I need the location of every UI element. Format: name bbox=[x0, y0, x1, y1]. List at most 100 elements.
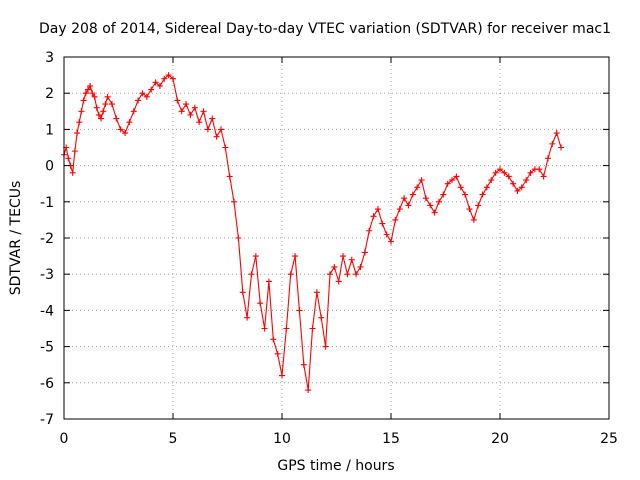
data-point bbox=[244, 314, 251, 321]
data-point bbox=[231, 198, 238, 205]
data-point bbox=[78, 108, 85, 115]
data-point bbox=[65, 155, 72, 162]
y-axis: -7 -6 -5 -4 -3 -2 -1 0 1 2 3 bbox=[40, 50, 609, 428]
data-point bbox=[331, 263, 338, 270]
data-point bbox=[200, 108, 207, 115]
data-point bbox=[553, 130, 560, 137]
series-line bbox=[63, 74, 562, 391]
data-point bbox=[204, 126, 211, 133]
data-point bbox=[558, 144, 565, 151]
grid bbox=[64, 57, 609, 419]
data-point bbox=[501, 169, 508, 176]
y-tick-label: 2 bbox=[45, 86, 54, 102]
data-point bbox=[235, 235, 242, 241]
data-point bbox=[444, 180, 451, 187]
data-point bbox=[74, 130, 81, 137]
data-point bbox=[510, 180, 517, 187]
data-point bbox=[457, 184, 464, 191]
data-point bbox=[93, 104, 100, 111]
data-point bbox=[87, 82, 94, 89]
data-point bbox=[453, 173, 460, 180]
y-tick-label: -6 bbox=[40, 376, 54, 392]
data-point bbox=[265, 278, 272, 285]
data-point bbox=[174, 97, 181, 104]
data-point bbox=[183, 101, 190, 108]
data-point bbox=[148, 86, 155, 93]
data-point bbox=[344, 271, 351, 278]
data-point bbox=[113, 115, 120, 122]
data-point bbox=[187, 111, 194, 118]
data-point bbox=[418, 177, 425, 184]
data-point bbox=[370, 213, 377, 220]
data-point bbox=[523, 177, 530, 184]
data-point bbox=[514, 187, 521, 194]
data-point bbox=[361, 249, 368, 256]
x-axis-label: GPS time / hours bbox=[277, 458, 394, 474]
data-point bbox=[152, 79, 159, 86]
data-point bbox=[71, 148, 78, 155]
data-point bbox=[318, 314, 325, 321]
data-point bbox=[165, 72, 172, 79]
data-point bbox=[178, 108, 185, 115]
data-point bbox=[309, 325, 316, 332]
data-point bbox=[348, 256, 355, 263]
data-point bbox=[388, 238, 394, 245]
data-point bbox=[497, 166, 503, 173]
data-point bbox=[91, 93, 98, 100]
data-point bbox=[383, 231, 390, 238]
data-point bbox=[300, 361, 307, 368]
y-tick-label: -2 bbox=[40, 231, 54, 247]
data-point bbox=[283, 325, 290, 332]
data-point bbox=[143, 93, 150, 100]
data-point bbox=[392, 216, 399, 223]
data-point bbox=[335, 278, 342, 285]
y-tick-label: -5 bbox=[40, 340, 54, 356]
data-point bbox=[292, 253, 299, 260]
data-point bbox=[257, 300, 264, 307]
x-tick-label: 5 bbox=[169, 431, 178, 447]
y-tick-label: 0 bbox=[45, 159, 54, 175]
data-point bbox=[287, 271, 294, 278]
y-tick-label: -4 bbox=[40, 303, 54, 319]
data-point bbox=[126, 119, 133, 126]
data-point bbox=[357, 263, 364, 270]
data-point bbox=[326, 271, 333, 278]
data-point bbox=[89, 90, 96, 97]
data-point bbox=[84, 86, 91, 93]
data-point bbox=[274, 350, 281, 357]
data-point bbox=[80, 97, 87, 104]
x-tick-label: 20 bbox=[491, 431, 509, 447]
data-point bbox=[440, 191, 447, 198]
data-point bbox=[161, 75, 168, 82]
data-point bbox=[213, 133, 220, 140]
data-series-mac1 bbox=[61, 72, 565, 394]
data-point bbox=[191, 104, 198, 111]
y-tick-label: 1 bbox=[45, 122, 54, 138]
y-tick-label: -7 bbox=[40, 412, 54, 428]
data-point bbox=[270, 336, 277, 343]
data-point bbox=[108, 101, 115, 108]
y-tick-label: -3 bbox=[40, 267, 54, 283]
data-point bbox=[226, 173, 233, 180]
data-point bbox=[396, 206, 403, 213]
data-point bbox=[366, 227, 373, 234]
data-point bbox=[135, 97, 142, 104]
data-point bbox=[401, 195, 408, 202]
data-point bbox=[222, 144, 229, 151]
data-point bbox=[296, 307, 303, 314]
data-point bbox=[449, 177, 456, 184]
data-point bbox=[122, 130, 129, 137]
data-point bbox=[527, 169, 534, 176]
y-tick-label: -1 bbox=[40, 195, 54, 211]
data-point bbox=[431, 209, 438, 216]
data-point bbox=[76, 119, 83, 126]
data-point bbox=[139, 90, 146, 97]
data-point bbox=[340, 253, 347, 260]
data-point bbox=[248, 271, 255, 278]
data-point bbox=[475, 202, 482, 209]
data-point bbox=[261, 325, 268, 332]
data-point bbox=[470, 216, 477, 223]
x-axis: 0 5 10 15 20 25 bbox=[60, 57, 618, 447]
data-point bbox=[414, 184, 421, 191]
